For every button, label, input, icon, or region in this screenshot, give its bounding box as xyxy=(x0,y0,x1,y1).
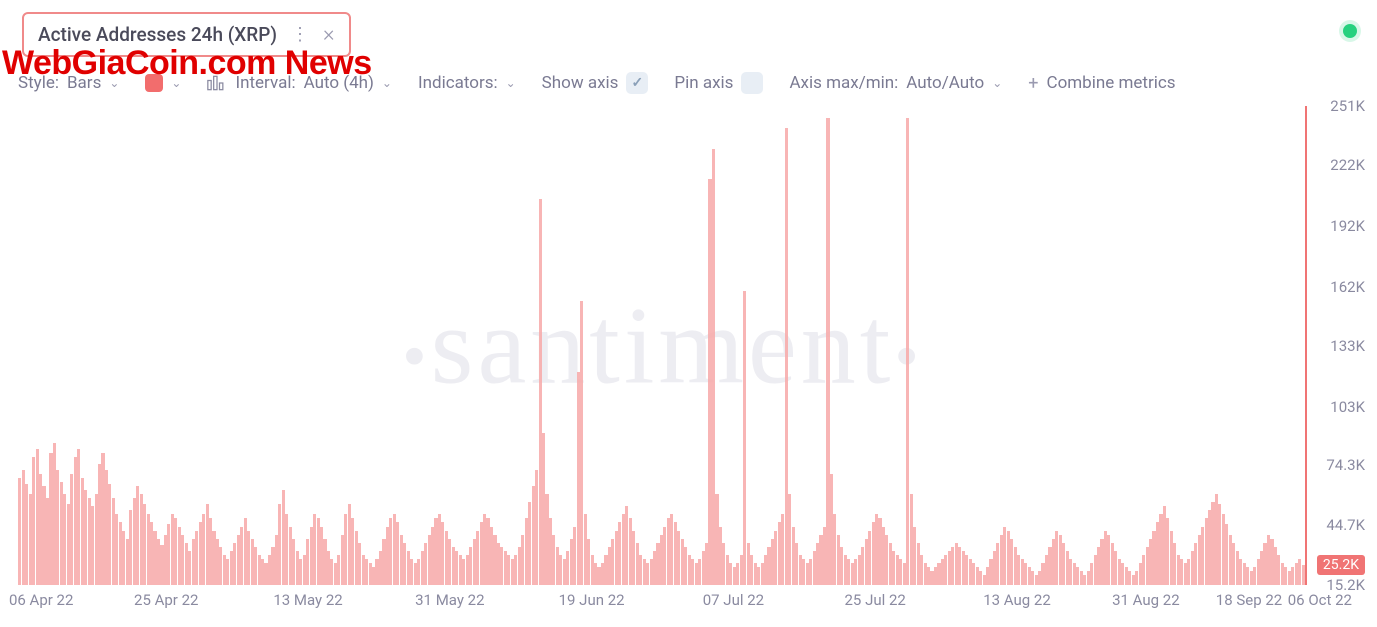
metric-label: Active Addresses 24h (XRP) xyxy=(38,23,277,46)
x-tick: 06 Apr 22 xyxy=(9,591,73,609)
y-tick: 103K xyxy=(1330,398,1365,416)
chevron-down-icon: ⌄ xyxy=(506,76,516,90)
y-tick: 44.7K xyxy=(1326,516,1365,534)
x-tick: 31 Aug 22 xyxy=(1112,591,1180,609)
indicators-label: Indicators: xyxy=(418,73,498,93)
combine-metrics-button[interactable]: + Combine metrics xyxy=(1028,73,1175,94)
chart-area[interactable]: •santiment• xyxy=(18,106,1307,585)
y-tick: 222K xyxy=(1330,156,1365,174)
chevron-down-icon: ⌄ xyxy=(992,76,1002,90)
axisminmax-value: Auto/Auto xyxy=(906,73,984,93)
y-tick: 192K xyxy=(1330,217,1365,235)
x-tick: 25 Apr 22 xyxy=(134,591,198,609)
x-tick: 18 Sep 22 xyxy=(1216,591,1282,609)
y-tick: 251K xyxy=(1330,97,1365,115)
y-tick: 133K xyxy=(1330,337,1365,355)
combine-label: Combine metrics xyxy=(1047,73,1176,93)
x-tick: 19 Jun 22 xyxy=(559,591,625,609)
showaxis-label: Show axis xyxy=(542,73,619,93)
current-value-line xyxy=(1305,106,1307,585)
showaxis-checkbox[interactable] xyxy=(626,72,648,94)
metric-menu-icon[interactable]: ⋮ xyxy=(285,24,315,45)
showaxis-toggle[interactable]: Show axis xyxy=(542,72,649,94)
axisminmax-selector[interactable]: Axis max/min: Auto/Auto ⌄ xyxy=(789,73,1002,93)
status-indicator xyxy=(1343,24,1357,38)
pinaxis-toggle[interactable]: Pin axis xyxy=(674,72,763,94)
x-tick: 06 Oct 22 xyxy=(1288,591,1352,609)
brand-overlay: WebGiaCoin.com News xyxy=(2,44,372,83)
y-axis: 251K222K192K162K133K103K74.3K44.7K15.2K2… xyxy=(1309,106,1365,585)
x-tick: 07 Jul 22 xyxy=(703,591,764,609)
indicators-selector[interactable]: Indicators: ⌄ xyxy=(418,73,516,93)
pinaxis-checkbox[interactable] xyxy=(741,72,763,94)
y-tick: 162K xyxy=(1330,278,1365,296)
x-tick: 13 May 22 xyxy=(273,591,342,609)
plus-icon: + xyxy=(1028,73,1038,94)
bar xyxy=(743,291,746,585)
x-axis: 06 Apr 2225 Apr 2213 May 2231 May 2219 J… xyxy=(18,591,1307,615)
chevron-down-icon: ⌄ xyxy=(382,76,392,90)
pinaxis-label: Pin axis xyxy=(674,73,733,93)
chart-bars xyxy=(18,106,1307,585)
y-tick: 74.3K xyxy=(1326,456,1365,474)
current-value-badge: 25.2K xyxy=(1317,555,1365,575)
x-tick: 25 Jul 22 xyxy=(844,591,905,609)
x-tick: 31 May 22 xyxy=(415,591,484,609)
x-tick: 13 Aug 22 xyxy=(983,591,1051,609)
axisminmax-label: Axis max/min: xyxy=(789,73,898,93)
